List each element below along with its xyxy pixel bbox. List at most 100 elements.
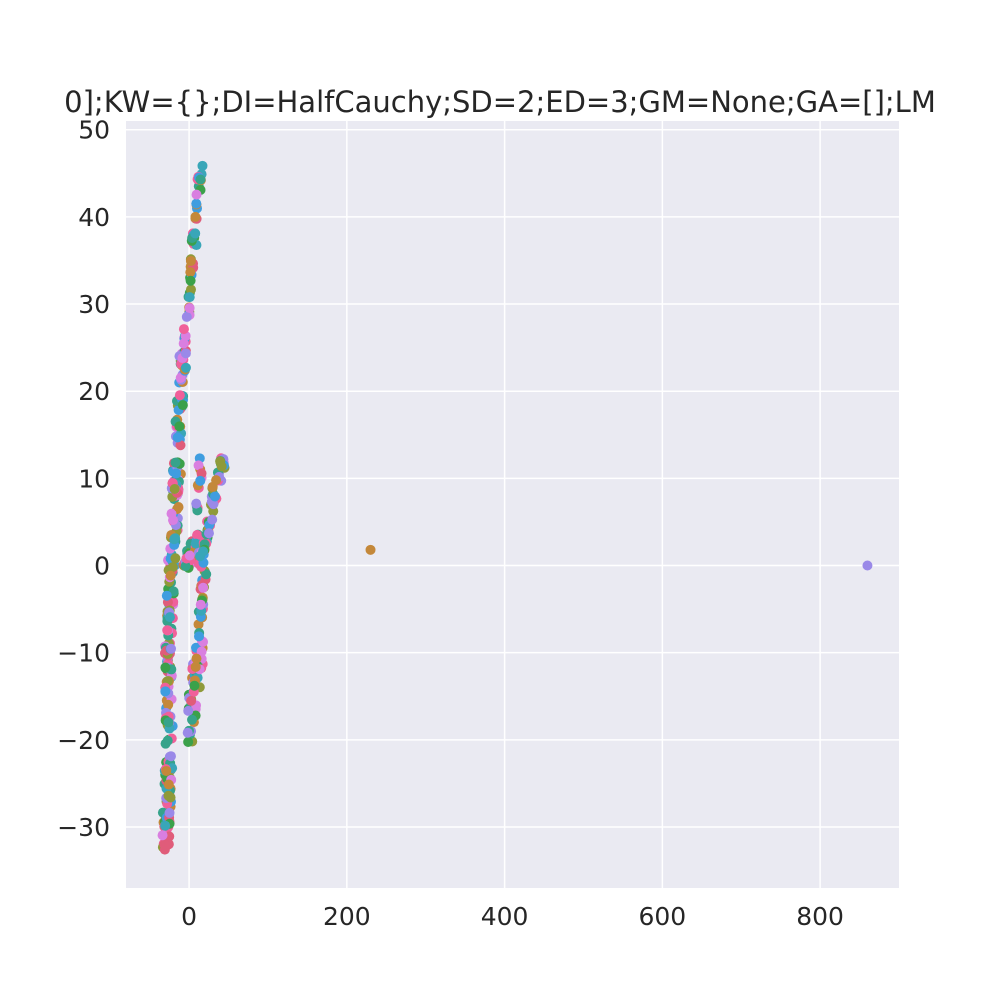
data-point bbox=[195, 174, 206, 185]
data-point bbox=[162, 735, 173, 746]
x-tick-label: 200 bbox=[323, 902, 371, 931]
data-point bbox=[210, 491, 221, 502]
data-point bbox=[160, 686, 171, 697]
data-point bbox=[168, 515, 179, 526]
data-point bbox=[169, 534, 180, 545]
data-point bbox=[180, 348, 191, 359]
data-point bbox=[190, 661, 201, 672]
data-point bbox=[163, 699, 174, 710]
data-point bbox=[172, 432, 183, 443]
y-tick-label: −30 bbox=[57, 813, 110, 842]
outlier-point bbox=[365, 544, 376, 555]
x-tick-label: 600 bbox=[639, 902, 687, 931]
data-point bbox=[166, 643, 177, 654]
data-point bbox=[191, 498, 202, 509]
chart-title: 0];KW={};DI=HalfCauchy;SD=2;ED=3;GM=None… bbox=[64, 85, 936, 119]
data-point bbox=[180, 561, 191, 572]
data-point bbox=[162, 625, 173, 636]
data-point bbox=[161, 590, 172, 601]
plot-background bbox=[126, 121, 899, 888]
data-point bbox=[194, 631, 205, 642]
data-point bbox=[173, 502, 184, 513]
data-point bbox=[183, 736, 194, 747]
data-point bbox=[165, 751, 176, 762]
data-point bbox=[197, 160, 208, 171]
data-point bbox=[216, 461, 227, 472]
data-point bbox=[191, 198, 202, 209]
y-tick-label: 50 bbox=[78, 116, 110, 145]
data-point bbox=[196, 646, 207, 657]
data-point bbox=[185, 275, 196, 286]
data-point bbox=[165, 570, 176, 581]
data-point bbox=[208, 499, 219, 510]
y-tick-label: −10 bbox=[57, 639, 110, 668]
data-point bbox=[163, 717, 174, 728]
x-tick-label: 800 bbox=[796, 902, 844, 931]
data-point bbox=[178, 338, 189, 349]
data-point bbox=[187, 714, 198, 725]
data-point bbox=[170, 457, 181, 468]
data-point bbox=[191, 189, 202, 200]
data-point bbox=[193, 619, 204, 630]
data-point bbox=[198, 546, 209, 557]
data-point bbox=[191, 653, 202, 664]
data-point bbox=[157, 830, 168, 841]
data-point bbox=[195, 475, 206, 486]
y-tick-label: −20 bbox=[57, 726, 110, 755]
grid-lines bbox=[126, 121, 899, 888]
data-point bbox=[195, 599, 206, 610]
data-point bbox=[189, 680, 200, 691]
y-tick-label: 40 bbox=[78, 203, 110, 232]
data-point bbox=[184, 292, 195, 303]
data-point bbox=[177, 400, 188, 411]
y-tick-label: 20 bbox=[78, 377, 110, 406]
data-point bbox=[164, 807, 175, 818]
data-point bbox=[184, 302, 195, 313]
data-point bbox=[160, 662, 171, 673]
y-tick-labels: −30 −20 −10 0 10 20 30 40 50 bbox=[57, 116, 110, 842]
y-tick-label: 0 bbox=[94, 552, 110, 581]
data-point bbox=[192, 529, 203, 540]
data-point bbox=[207, 481, 218, 492]
data-point bbox=[185, 267, 196, 278]
data-point bbox=[164, 612, 175, 623]
data-point bbox=[201, 569, 212, 580]
data-point bbox=[190, 228, 201, 239]
data-point bbox=[185, 284, 196, 295]
y-tick-label: 30 bbox=[78, 290, 110, 319]
data-point bbox=[163, 779, 174, 790]
data-point bbox=[160, 820, 171, 831]
data-point bbox=[207, 514, 218, 525]
data-point bbox=[175, 440, 186, 451]
data-point bbox=[169, 484, 180, 495]
data-point bbox=[186, 695, 197, 706]
data-point bbox=[196, 468, 207, 479]
data-point bbox=[193, 460, 204, 471]
data-points bbox=[157, 160, 873, 855]
x-tick-label: 400 bbox=[481, 902, 529, 931]
x-tick-label: 0 bbox=[181, 902, 197, 931]
x-tick-labels: 0 200 400 600 800 bbox=[181, 902, 844, 931]
data-point bbox=[198, 582, 209, 593]
outlier-point bbox=[862, 560, 873, 571]
data-point bbox=[163, 790, 174, 801]
data-point bbox=[170, 553, 181, 564]
y-tick-label: 10 bbox=[78, 464, 110, 493]
data-point bbox=[203, 528, 214, 539]
data-point bbox=[174, 390, 185, 401]
data-point bbox=[185, 255, 196, 266]
data-point bbox=[181, 311, 192, 322]
data-point bbox=[190, 211, 201, 222]
data-point bbox=[171, 468, 182, 479]
data-point bbox=[161, 765, 172, 776]
data-point bbox=[183, 705, 194, 716]
data-point bbox=[178, 324, 189, 335]
data-point bbox=[180, 362, 191, 373]
data-point bbox=[184, 550, 195, 561]
data-point bbox=[182, 727, 193, 738]
data-point bbox=[167, 562, 178, 573]
data-point bbox=[159, 839, 170, 850]
data-point bbox=[190, 538, 201, 549]
data-point bbox=[174, 421, 185, 432]
